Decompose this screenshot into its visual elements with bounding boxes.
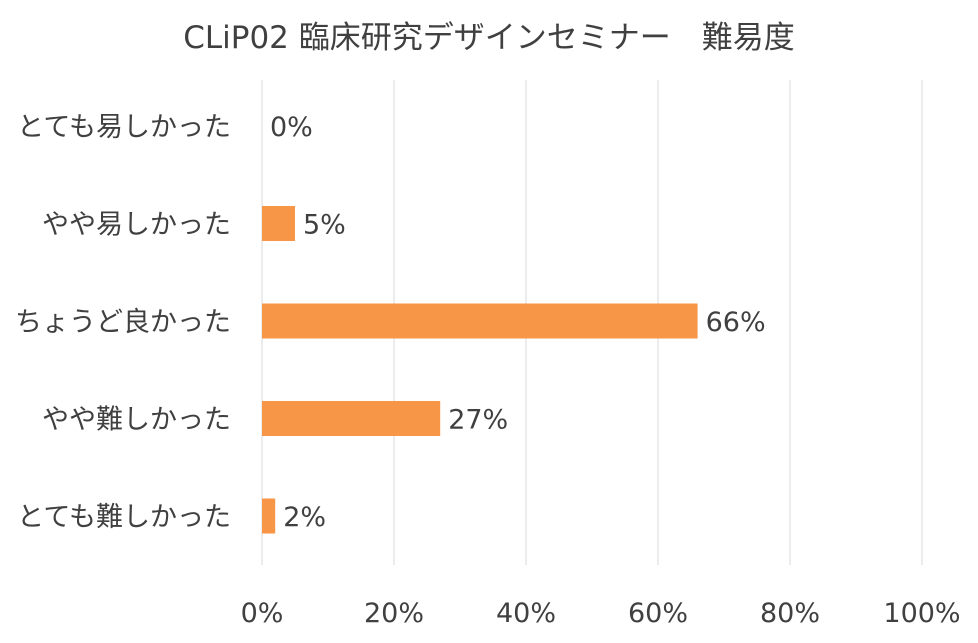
x-tick-label: 40% [496, 598, 556, 629]
category-label: とても易しかった [17, 112, 231, 143]
bar [262, 206, 295, 241]
data-label: 66% [706, 307, 766, 338]
bar [262, 303, 698, 339]
x-tick-label: 0% [241, 598, 284, 629]
data-label: 2% [283, 502, 326, 533]
x-tick-label: 100% [883, 598, 960, 629]
x-tick-label: 60% [628, 598, 688, 629]
category-label: やや易しかった [42, 210, 231, 241]
data-label: 0% [270, 112, 313, 143]
category-label: とても難しかった [17, 502, 231, 533]
x-tick-label: 80% [760, 598, 820, 629]
data-label: 27% [448, 405, 508, 436]
data-label: 5% [303, 210, 346, 241]
chart-title: CLiP02 臨床研究デザインセミナー 難易度 [183, 20, 795, 56]
data-labels: 0% 5% 66% 27% 2% [270, 112, 766, 533]
x-tick-label: 20% [364, 598, 424, 629]
bars [262, 206, 698, 534]
bar [262, 498, 276, 534]
category-label: やや難しかった [42, 405, 231, 436]
x-tick-labels: 0% 20% 40% 60% 80% 100% [241, 598, 961, 629]
bar [262, 401, 441, 436]
category-label: ちょうど良かった [15, 307, 231, 338]
